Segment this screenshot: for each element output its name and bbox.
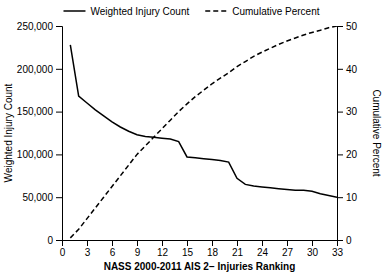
y-axis-title: Weighted Injury Count: [3, 83, 14, 182]
plot: 03691215182124273033050,000100,000150,00…: [17, 21, 358, 258]
tick-label: 27: [282, 247, 294, 258]
tick: 30: [307, 240, 319, 258]
tick: 10: [337, 192, 358, 203]
legend-label: Cumulative Percent: [232, 6, 319, 17]
tick-mark: [287, 240, 288, 246]
tick-label: 200,000: [17, 64, 54, 75]
tick: 9: [135, 240, 141, 258]
tick-label: 0: [60, 247, 66, 258]
tick-mark: [112, 240, 113, 246]
tick-mark: [212, 240, 213, 246]
tick-mark: [56, 112, 62, 113]
tick: 20: [337, 149, 358, 160]
legend: Weighted Injury Count Cumulative Percent: [63, 6, 319, 17]
tick: 24: [257, 240, 269, 258]
tick-label: 33: [332, 247, 344, 258]
tick: 18: [207, 240, 219, 258]
tick-label: 250,000: [17, 21, 54, 32]
tick-label: 50,000: [22, 192, 53, 203]
tick: 250,000: [17, 21, 62, 32]
tick-label: 15: [182, 247, 194, 258]
tick-label: 12: [157, 247, 169, 258]
tick-label: 3: [85, 247, 91, 258]
tick-label: 100,000: [17, 149, 54, 160]
tick: 0: [337, 235, 352, 246]
tick-mark: [312, 240, 313, 246]
tick-mark: [162, 240, 163, 246]
x-axis-title: NASS 2000-2011 AIS 2− Injuries Ranking: [104, 261, 296, 272]
series-line: [70, 26, 337, 238]
y-axis: 0 50,000 100,000 150,000 200,000 250,000: [17, 21, 63, 246]
tick-label: 20: [346, 149, 358, 160]
x-axis: 0 3 6 9 12 15 18 21 24 27 30 33: [60, 240, 344, 258]
tick-mark: [262, 240, 263, 246]
tick-label: 30: [346, 106, 358, 117]
tick-label: 9: [135, 247, 141, 258]
tick-mark: [337, 154, 343, 155]
axis-line: [56, 27, 63, 241]
axis-line: [63, 241, 338, 247]
tick-mark: [337, 197, 343, 198]
tick-label: 10: [346, 192, 358, 203]
tick-label: 40: [346, 64, 358, 75]
tick-label: 6: [110, 247, 116, 258]
tick-label: 150,000: [17, 106, 54, 117]
lines: [70, 26, 337, 238]
tick-mark: [337, 26, 343, 27]
tick: 30: [337, 106, 358, 117]
tick-mark: [237, 240, 238, 246]
tick: 0: [47, 235, 62, 246]
legend-swatch: [205, 10, 227, 12]
legend-label: Weighted Injury Count: [90, 6, 189, 17]
tick: 150,000: [17, 106, 62, 117]
tick: 40: [337, 64, 358, 75]
tick-mark: [56, 240, 62, 241]
tick: 100,000: [17, 149, 62, 160]
tick-label: 18: [207, 247, 219, 258]
tick-label: 24: [257, 247, 269, 258]
tick-label: 0: [346, 235, 352, 246]
legend-swatch: [63, 10, 85, 12]
tick-mark: [337, 69, 343, 70]
tick-mark: [87, 240, 88, 246]
tick-mark: [56, 26, 62, 27]
tick-mark: [137, 240, 138, 246]
tick: 50,000: [22, 192, 62, 203]
tick: 3: [85, 240, 91, 258]
tick: 50: [337, 21, 358, 32]
tick-label: 50: [346, 21, 358, 32]
tick: 27: [282, 240, 294, 258]
series-line: [70, 45, 337, 197]
y2-axis: 0 10 20 30 40 50: [337, 21, 358, 246]
axis-line: [338, 27, 344, 241]
tick-mark: [56, 197, 62, 198]
tick: 21: [232, 240, 244, 258]
chart: 03691215182124273033050,000100,000150,00…: [0, 0, 383, 276]
tick: 6: [110, 240, 116, 258]
tick-mark: [337, 112, 343, 113]
tick-label: 30: [307, 247, 319, 258]
tick-mark: [56, 154, 62, 155]
tick: 15: [182, 240, 194, 258]
tick-mark: [187, 240, 188, 246]
tick-mark: [56, 69, 62, 70]
tick: 12: [157, 240, 169, 258]
tick-mark: [337, 240, 343, 241]
legend-item: Weighted Injury Count: [63, 6, 189, 17]
legend-item: Cumulative Percent: [205, 6, 319, 17]
tick: 200,000: [17, 64, 62, 75]
tick-label: 0: [47, 235, 53, 246]
y2-axis-title: Cumulative Percent: [371, 89, 382, 176]
tick-label: 21: [232, 247, 244, 258]
tick: 33: [332, 240, 344, 258]
tick: 0: [60, 240, 66, 258]
